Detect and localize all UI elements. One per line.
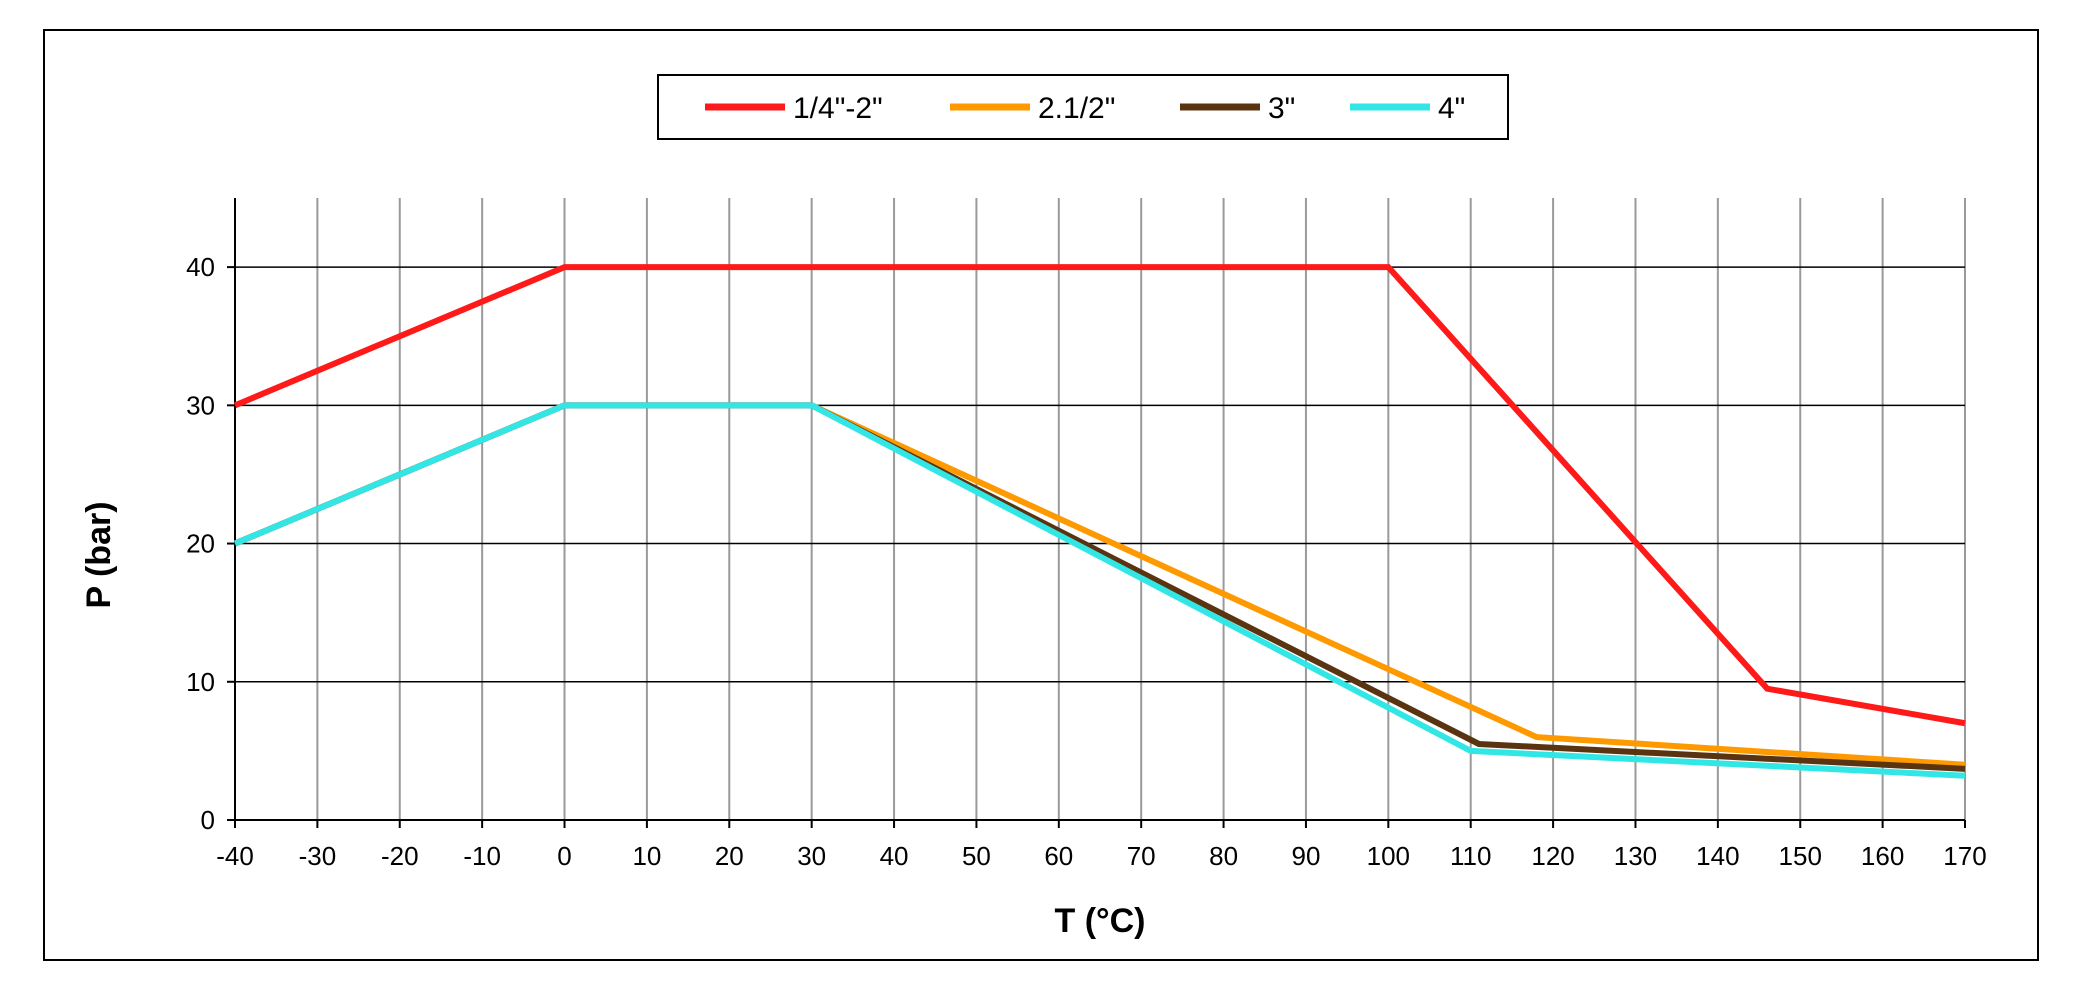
x-tick-label: -30	[299, 841, 337, 871]
legend-label: 2.1/2"	[1038, 92, 1115, 125]
x-tick-label: 60	[1044, 841, 1073, 871]
y-tick-label: 40	[186, 252, 215, 282]
x-tick-label: 100	[1367, 841, 1410, 871]
legend: 1/4"-2" 2.1/2" 3" 4"	[657, 74, 1509, 140]
x-tick-label: -10	[463, 841, 501, 871]
x-tick-label: 160	[1861, 841, 1904, 871]
x-tick-label: 140	[1696, 841, 1739, 871]
y-tick-labels: 0 10 20 30 40	[186, 252, 215, 835]
x-tick-label: 30	[797, 841, 826, 871]
x-tick-label: 70	[1127, 841, 1156, 871]
y-tick-label: 0	[201, 805, 215, 835]
x-tick-label: 150	[1779, 841, 1822, 871]
y-tick-label: 30	[186, 390, 215, 420]
x-tick-label: 90	[1291, 841, 1320, 871]
axes	[227, 198, 1966, 828]
x-tick-label: -20	[381, 841, 419, 871]
series-lines	[233, 264, 1966, 779]
x-tick-label: 170	[1943, 841, 1986, 871]
legend-items: 1/4"-2" 2.1/2" 3" 4"	[705, 92, 1465, 125]
legend-label: 1/4"-2"	[793, 92, 883, 125]
y-axis-title: P (bar)	[80, 501, 118, 608]
series-line-1	[233, 264, 1966, 727]
legend-label: 4"	[1438, 92, 1465, 125]
x-tick-label: 80	[1209, 841, 1238, 871]
plot-area	[235, 198, 1965, 820]
x-tick-label: 110	[1450, 841, 1491, 871]
y-tick-label: 10	[186, 667, 215, 697]
x-tick-label: 130	[1614, 841, 1657, 871]
legend-label: 3"	[1268, 92, 1295, 125]
x-tick-label: 120	[1531, 841, 1574, 871]
x-tick-label: 0	[557, 841, 571, 871]
x-tick-label: 20	[715, 841, 744, 871]
x-tick-label: -40	[216, 841, 254, 871]
x-axis-title: T (°C)	[1054, 902, 1145, 940]
x-tick-label: 40	[880, 841, 909, 871]
x-tick-label: 10	[632, 841, 661, 871]
y-tick-label: 20	[186, 529, 215, 559]
x-tick-labels: -40 -30 -20 -10 0 10 20 30 40 50 60 70 80 90 100 110 120…	[216, 841, 1986, 871]
series-line-4	[233, 402, 1966, 779]
x-tick-label: 50	[962, 841, 991, 871]
